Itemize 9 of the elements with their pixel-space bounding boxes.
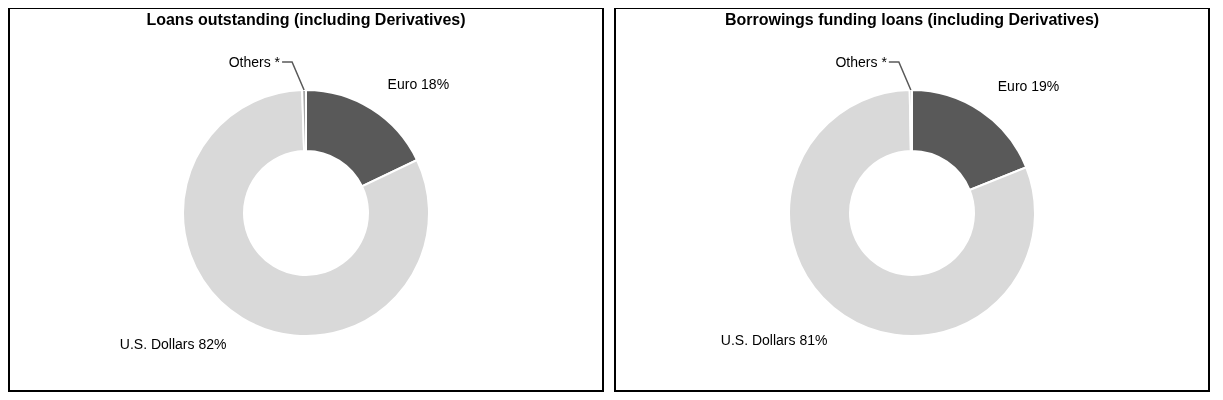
chart-title: Borrowings funding loans (including Derivatives) [723, 10, 1101, 29]
slice-label: Others * [228, 54, 281, 71]
slice-label: Euro 19% [997, 78, 1060, 95]
slice-label: Euro 18% [387, 75, 450, 92]
slice-label: Others * [835, 54, 888, 71]
chart-title: Loans outstanding (including Derivatives) [145, 10, 467, 29]
donut-slice [182, 89, 430, 337]
slice-label: U.S. Dollars 82% [119, 335, 227, 352]
slice-label: U.S. Dollars 81% [720, 332, 828, 349]
